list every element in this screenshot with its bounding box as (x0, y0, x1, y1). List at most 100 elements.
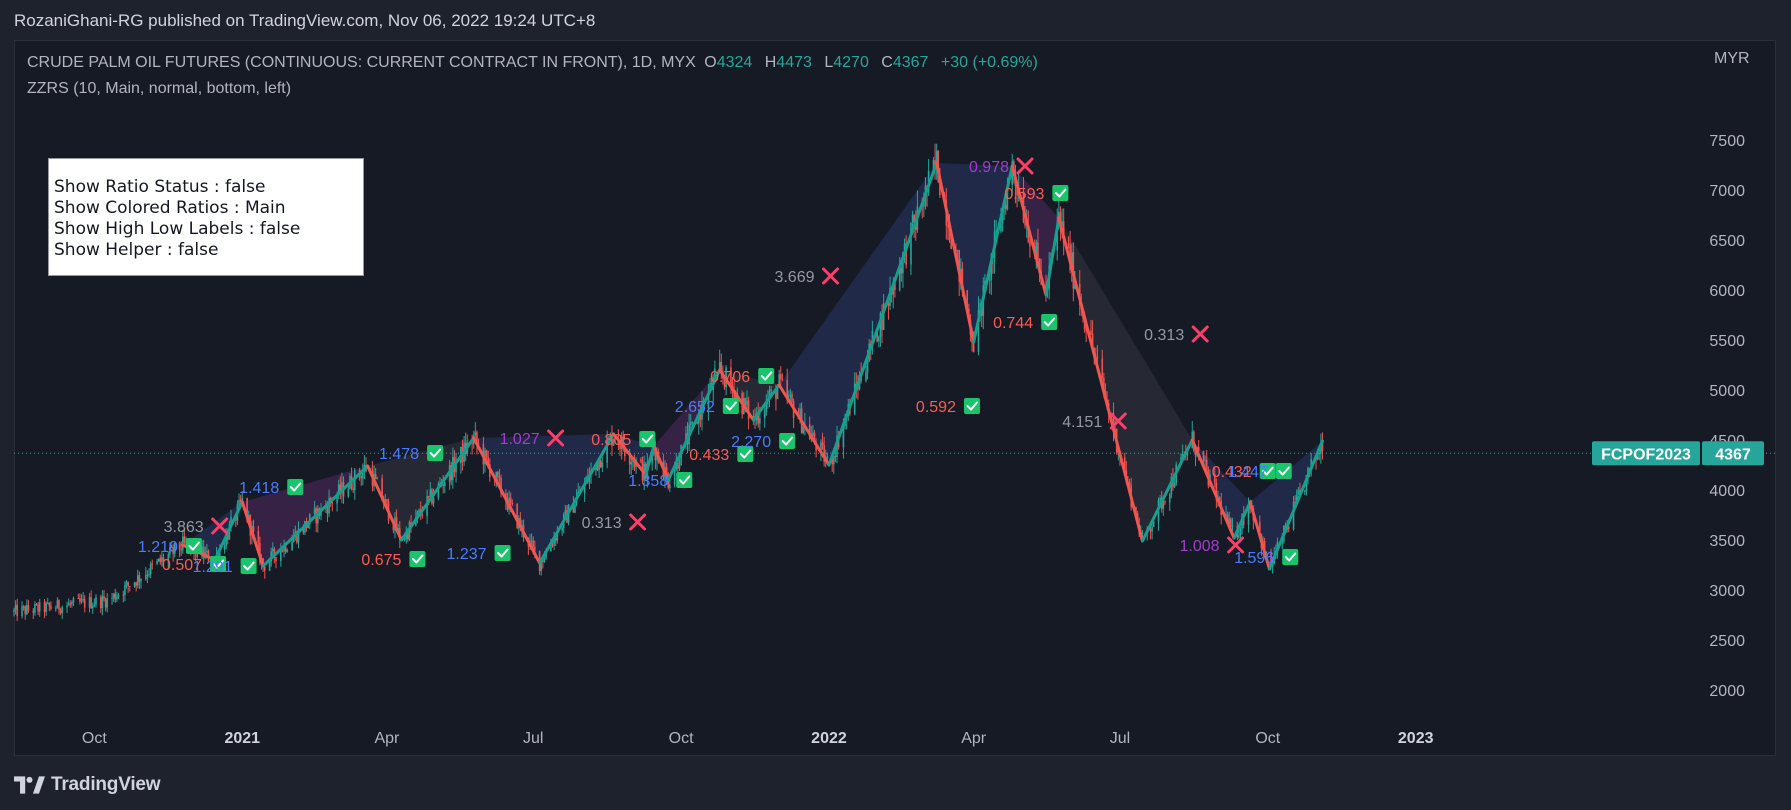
candle-body (72, 597, 75, 603)
candle-body (24, 606, 27, 615)
candle-body (561, 527, 563, 531)
candle-body (157, 558, 160, 562)
candle-body (1083, 318, 1086, 330)
candle-body (13, 609, 15, 612)
price-tick-label: 5500 (1709, 333, 1745, 350)
symbol-legend[interactable]: CRUDE PALM OIL FUTURES (CONTINUOUS: CURR… (27, 54, 1046, 72)
check-icon (639, 431, 656, 447)
zigzag-leg (1044, 216, 1061, 297)
candle-body (95, 597, 97, 605)
candle-body (360, 476, 363, 479)
candle-body (71, 602, 73, 605)
candle-body (148, 574, 150, 576)
candle-body (532, 540, 535, 547)
candle-body (511, 502, 514, 504)
candle-body (707, 391, 710, 409)
price-tick-label: 3500 (1709, 533, 1745, 550)
candle-body (948, 227, 951, 241)
candle-body (246, 498, 248, 522)
candle-body (1281, 541, 1284, 543)
cross-icon (547, 429, 565, 447)
candle-body (1215, 482, 1218, 501)
candle-body (1204, 459, 1206, 461)
candle-body (50, 606, 52, 609)
price-tick-label: 4000 (1709, 483, 1745, 500)
zigzag-leg (1190, 438, 1236, 540)
candle-body (128, 585, 131, 587)
zigzag-leg (1010, 164, 1048, 297)
high-label: H (764, 54, 777, 71)
zigzag-leg (1057, 216, 1144, 543)
candle-body (432, 497, 435, 504)
close-value: 4367 (892, 54, 929, 71)
candle-body (395, 517, 398, 531)
zigzag-leg (213, 500, 244, 562)
candle-body (173, 542, 176, 554)
price-tick-label: 2500 (1709, 633, 1745, 650)
candle-body (733, 389, 735, 403)
candle-body (903, 243, 906, 253)
candle-body (1162, 501, 1165, 509)
candle-body (1151, 526, 1153, 532)
candle-body (759, 418, 761, 424)
candle-body (1247, 506, 1250, 525)
check-icon-mark (678, 475, 691, 485)
ticker-tag[interactable] (1592, 441, 1700, 466)
time-tick-label: Apr (374, 730, 400, 747)
candle-body (471, 442, 473, 444)
check-icon (1259, 463, 1276, 479)
candle-body (553, 537, 555, 546)
candle-body (181, 536, 184, 550)
candle-body (1239, 528, 1242, 536)
zigzag-leg (666, 368, 722, 482)
check-icon-mark (411, 554, 424, 564)
check-icon (494, 545, 511, 561)
candle-body (1225, 514, 1227, 516)
candle-body (183, 536, 186, 543)
candle-body (125, 582, 128, 586)
check-icon (240, 558, 257, 574)
candle-body (1085, 329, 1087, 331)
candle-body (100, 597, 102, 609)
candle-body (1194, 451, 1197, 456)
candle-body (429, 489, 432, 497)
candle-body (746, 400, 748, 406)
candle-body (1249, 506, 1251, 509)
tradingview-footer[interactable]: TradingView (14, 772, 161, 798)
candle-body (156, 561, 158, 565)
candle-body (607, 438, 610, 440)
candle-body (1101, 358, 1104, 378)
ratio-label: 0.805 (591, 432, 631, 449)
last-price-label: 4367 (1715, 446, 1751, 463)
candle-body (1292, 501, 1295, 530)
ratio-label: 1.291 (193, 559, 233, 576)
check-icon (287, 479, 304, 495)
candle-body (1164, 501, 1166, 503)
candle-body (498, 476, 501, 478)
candle-body (136, 575, 139, 586)
zigzag-leg (644, 444, 656, 477)
candle-body (127, 582, 129, 586)
candle-body (497, 471, 499, 477)
ratio-label: 1.027 (500, 431, 540, 448)
candle-body (443, 482, 446, 487)
ratio-label: 0.978 (969, 159, 1009, 176)
candle-body (38, 602, 41, 612)
tradingview-brand: TradingView (51, 774, 161, 795)
candle-body (275, 557, 277, 562)
check-icon (185, 538, 202, 554)
candle-body (554, 537, 557, 541)
currency-label[interactable]: MYR (1714, 50, 1750, 67)
time-tick-label: Apr (961, 730, 987, 747)
candle-body (697, 413, 700, 424)
candle-body (977, 310, 980, 352)
last-price-tag[interactable] (1702, 441, 1764, 466)
candle-body (730, 367, 732, 387)
candle-body (410, 522, 412, 526)
cross-icon (211, 517, 229, 535)
candle-body (1228, 518, 1231, 524)
candle-body (135, 582, 137, 586)
indicator-legend[interactable]: ZZRS (10, Main, normal, bottom, left) (27, 80, 295, 98)
zigzag-leg (777, 383, 831, 467)
